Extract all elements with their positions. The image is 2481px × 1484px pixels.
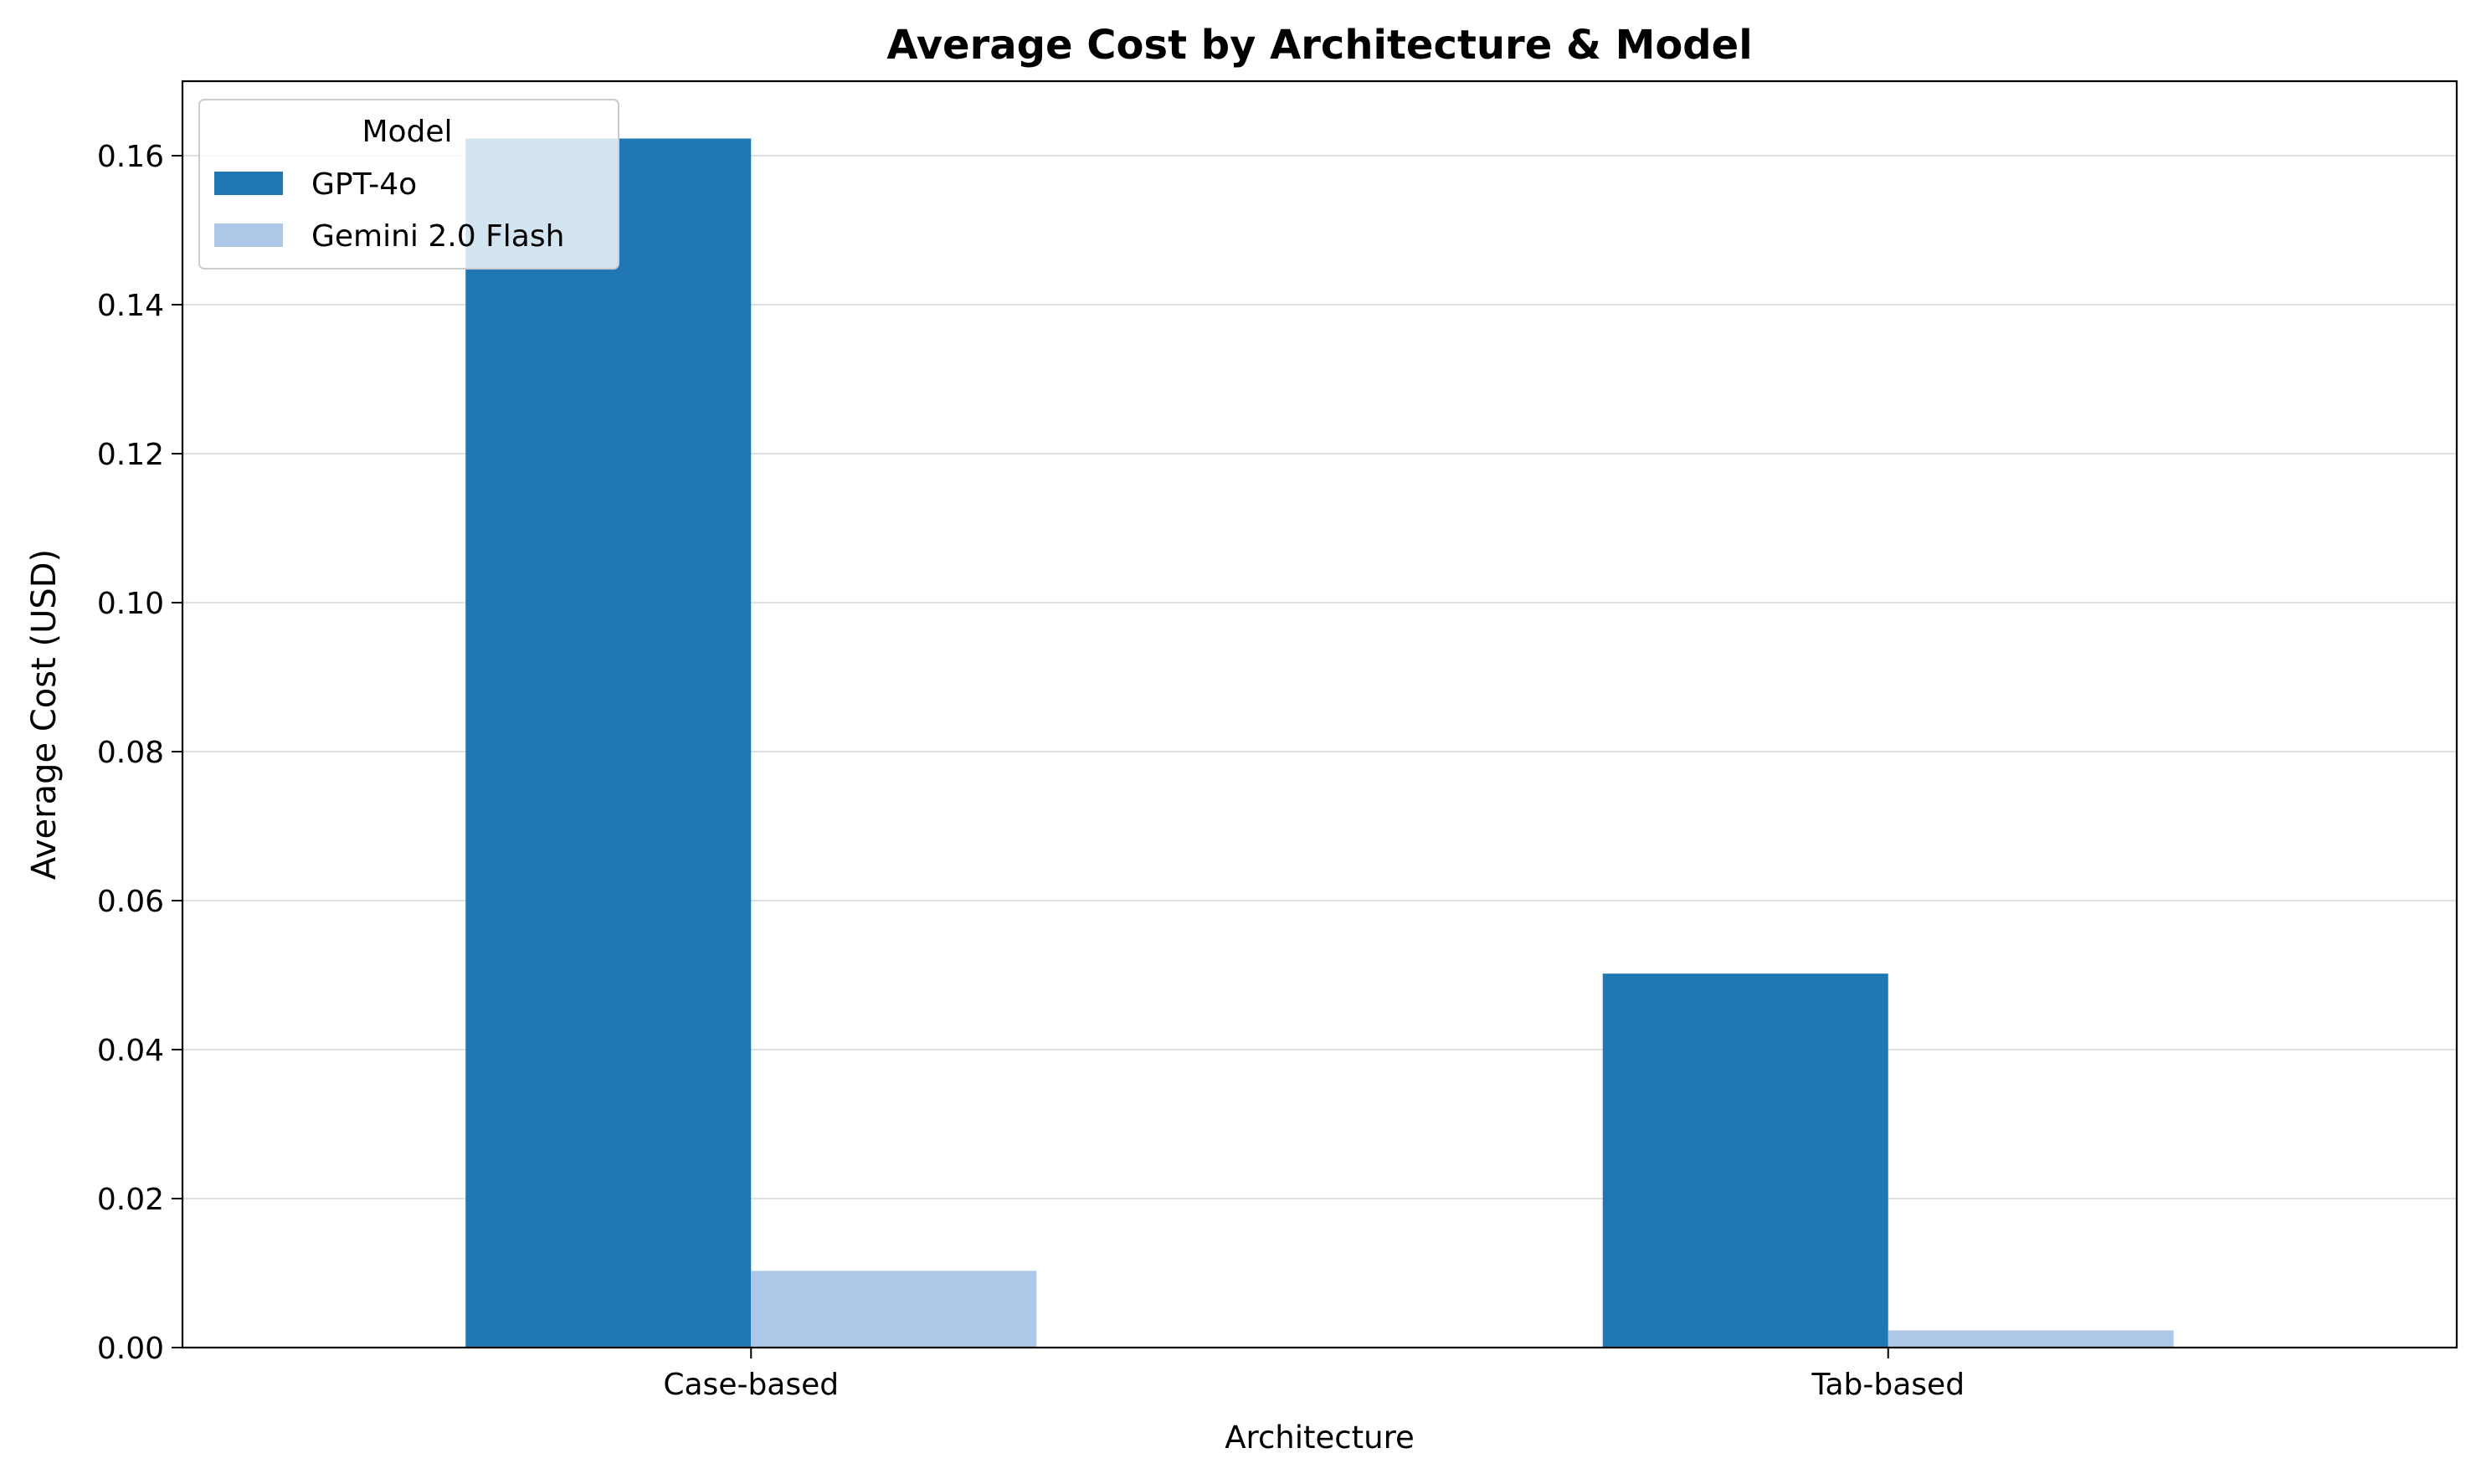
y-tick-label: 0.08 [97, 736, 164, 770]
legend-label: GPT-4o [311, 167, 417, 202]
chart-title: Average Cost by Architecture & Model [886, 22, 1752, 69]
y-axis-label: Average Cost (USD) [25, 549, 64, 880]
y-tick-label: 0.10 [97, 587, 164, 621]
y-tick-label: 0.12 [97, 438, 164, 472]
y-tick-label: 0.16 [97, 140, 164, 174]
legend-box [198, 99, 619, 270]
y-tick-label: 0.02 [97, 1183, 164, 1217]
legend-items: GPT-4o Gemini 2.0 Flash [214, 167, 564, 254]
y-axis: 0.00 0.02 0.04 0.06 0.08 0.10 0.12 0.14 0.16 [97, 140, 182, 1366]
legend-swatch [214, 223, 283, 247]
legend-label: Gemini 2.0 Flash [311, 219, 564, 254]
bars [465, 138, 2174, 1348]
legend-title: Model [362, 115, 452, 149]
bar-gemini-2-0-flash-tab-based [1888, 1330, 2174, 1348]
legend-swatch [214, 172, 283, 195]
y-tick-label: 0.00 [97, 1332, 164, 1366]
bar-gpt-4o-case-based [465, 138, 752, 1348]
bar-gpt-4o-tab-based [1602, 973, 1888, 1348]
x-axis-label: Architecture [1225, 1420, 1415, 1456]
x-tick-label: Case-based [663, 1368, 839, 1402]
plot-area-frame [181, 80, 2458, 1349]
legend: Model GPT-4o Gemini 2.0 Flash [198, 99, 619, 270]
y-tick-label: 0.06 [97, 885, 164, 919]
y-tick-label: 0.04 [97, 1034, 164, 1068]
x-axis: Case-based Tab-based [663, 1348, 1965, 1402]
x-tick-label: Tab-based [1811, 1368, 1965, 1402]
bar-gemini-2-0-flash-case-based [751, 1271, 1037, 1348]
y-tick-label: 0.14 [97, 289, 164, 323]
